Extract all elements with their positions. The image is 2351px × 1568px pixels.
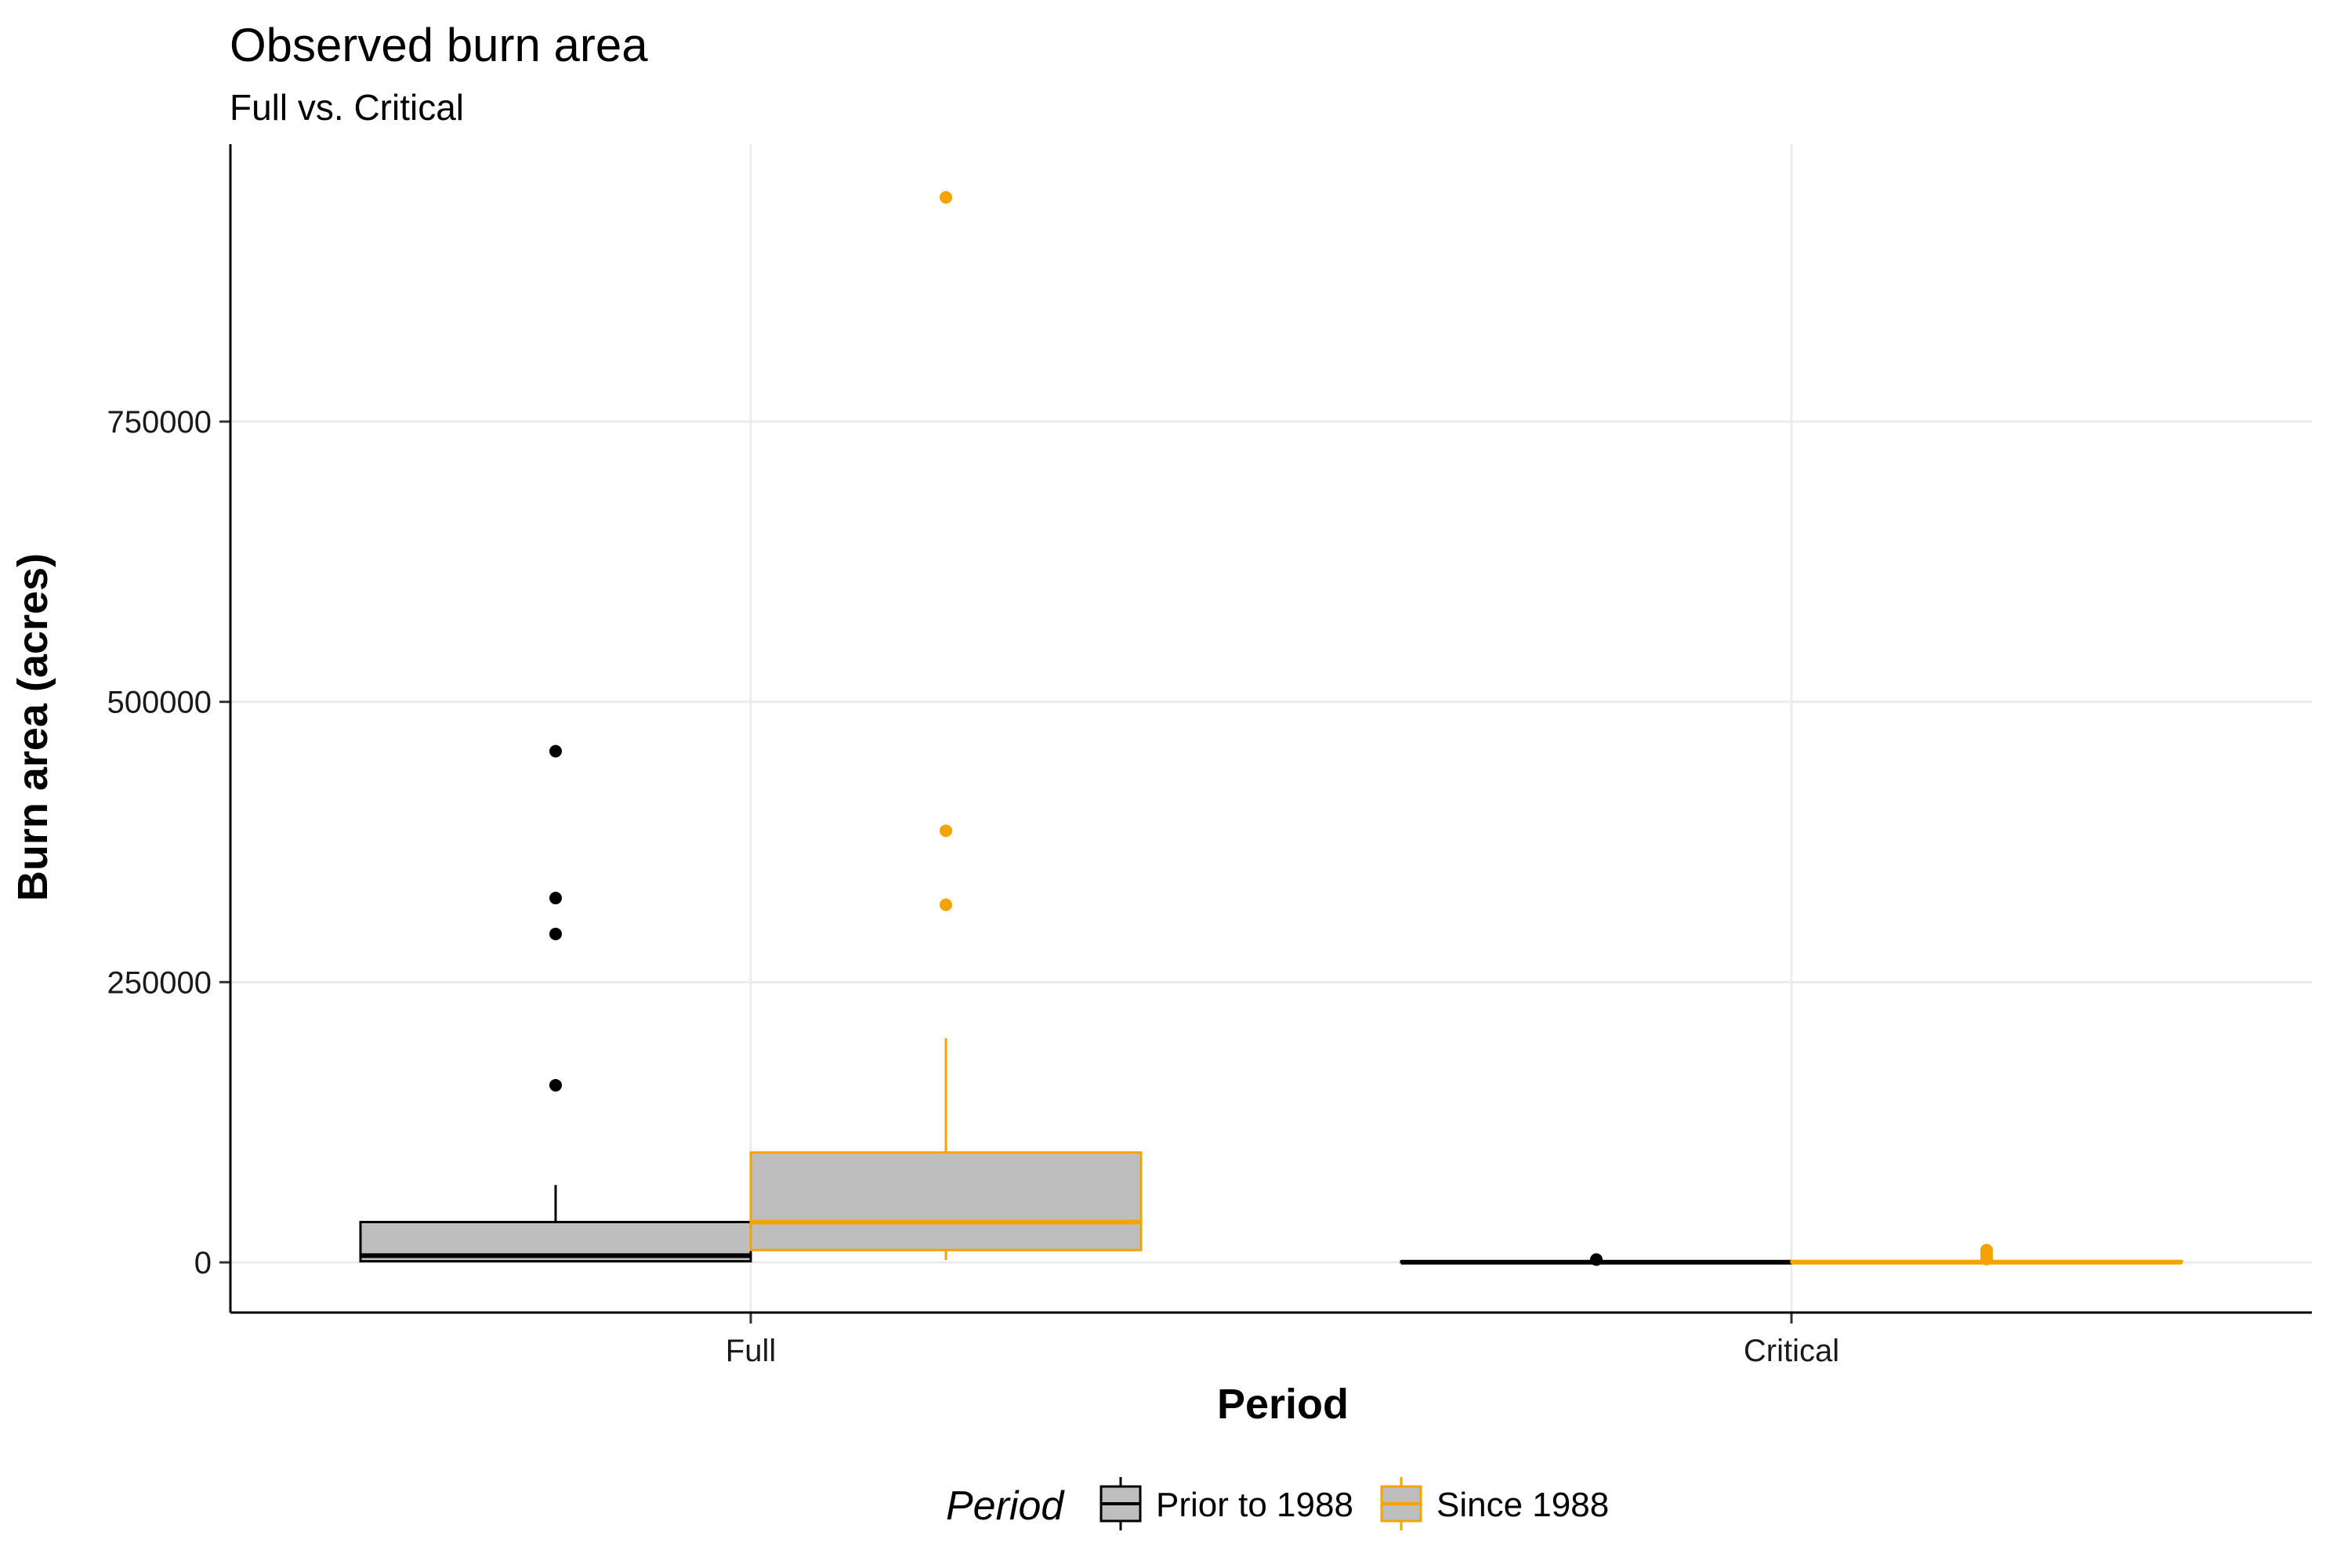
- boxplot: [1400, 1253, 1793, 1266]
- boxplot: [359, 744, 752, 1263]
- y-tick-label: 250000: [107, 965, 212, 1000]
- outlier-point: [549, 1078, 562, 1092]
- legend-key-since-1988: [1380, 1477, 1422, 1530]
- chart-title: Observed burn area: [230, 19, 648, 71]
- outlier-point: [549, 927, 562, 940]
- legend-key-prior-to-1988: [1099, 1477, 1142, 1530]
- legend-label-prior-to-1988: Prior to 1988: [1156, 1486, 1353, 1524]
- y-tick-label: 500000: [107, 686, 212, 720]
- y-tick-label: 750000: [107, 405, 212, 440]
- chart-subtitle: Full vs. Critical: [230, 87, 464, 128]
- x-axis-title: Period: [1217, 1381, 1349, 1428]
- boxplots: [359, 190, 2183, 1266]
- legend: Period Prior to 1988 Since 1988: [946, 1477, 1609, 1530]
- legend-title: Period: [946, 1483, 1065, 1529]
- outlier-point: [549, 744, 562, 758]
- outlier-point: [1590, 1253, 1603, 1266]
- legend-label-since-1988: Since 1988: [1436, 1486, 1609, 1524]
- y-axis: 0 250000 500000 750000: [107, 405, 230, 1280]
- boxplot: [749, 190, 1143, 1261]
- grid-lines: [230, 144, 2312, 1313]
- outlier-point: [940, 824, 952, 838]
- x-axis: Full Critical: [726, 1313, 1839, 1368]
- outlier-point: [1980, 1244, 1993, 1257]
- x-tick-label: Full: [726, 1334, 776, 1368]
- box: [749, 1151, 1143, 1251]
- y-tick-label: 0: [194, 1246, 212, 1280]
- y-axis-title: Burn area (acres): [9, 553, 56, 901]
- x-tick-label: Critical: [1744, 1334, 1839, 1368]
- outlier-point: [940, 190, 952, 204]
- boxplot: [1790, 1244, 2183, 1266]
- plot-panel: 0 250000 500000 750000 Full Critical: [107, 144, 2312, 1368]
- outlier-point: [549, 892, 562, 905]
- outlier-point: [940, 898, 952, 911]
